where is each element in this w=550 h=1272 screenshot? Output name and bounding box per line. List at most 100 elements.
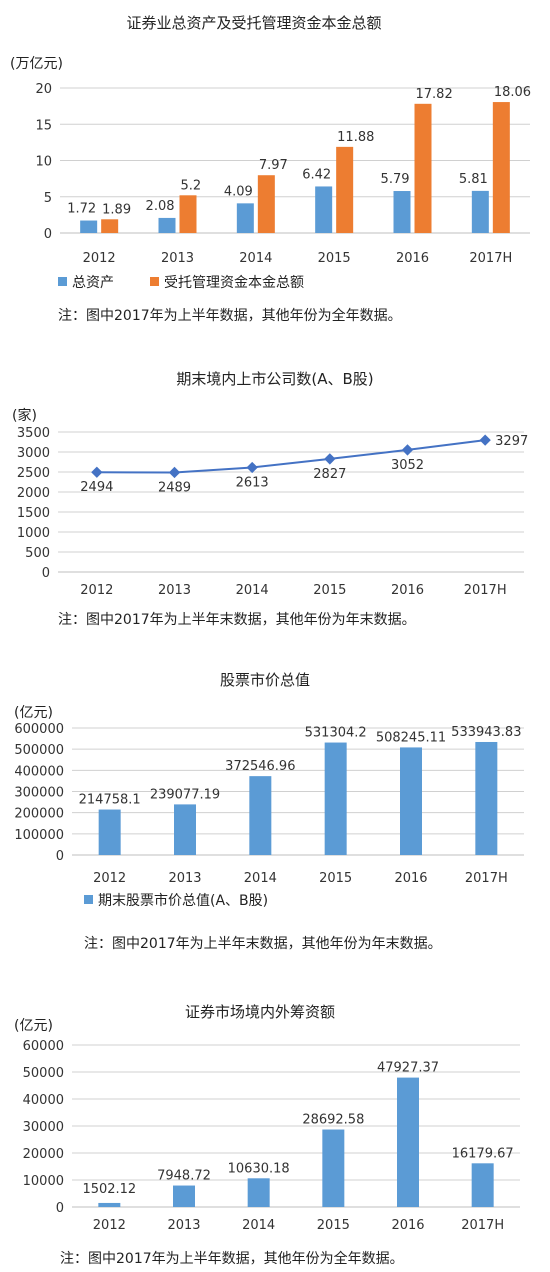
- chart-title: 证券业总资产及受托管理资金本金总额: [126, 14, 381, 32]
- bar: [257, 175, 275, 233]
- x-tick-label: 2013: [158, 583, 191, 598]
- bar: [397, 1077, 419, 1207]
- x-tick-label: 2015: [319, 871, 352, 886]
- bar: [471, 190, 489, 233]
- bar: [98, 1202, 121, 1207]
- bar: [173, 1185, 195, 1207]
- x-tick-label: 2013: [161, 251, 194, 266]
- chart-note: 注：图中2017年为上半年末数据，其他年份为年末数据。: [84, 936, 442, 952]
- plot-area: 0 5 10 15 20 2012 2013 2014 2015 2016 2017H 1.72 2.0…: [35, 82, 531, 266]
- bar: [179, 195, 197, 233]
- y-tick-label: 50000: [23, 1066, 64, 1081]
- x-tick-label: 2017H: [461, 1218, 504, 1233]
- x-tick-label: 2014: [242, 1218, 275, 1233]
- x-tick-label: 2012: [83, 251, 116, 266]
- data-label: 18.06: [494, 85, 531, 100]
- chart-note: 注：图中2017年为上半年末数据，其他年份为年末数据。: [58, 612, 416, 628]
- data-label: 11.88: [337, 130, 374, 145]
- x-tick-label: 2016: [396, 251, 429, 266]
- chart-title: 股票市价总值: [220, 671, 310, 689]
- plot-area: 0 500 1000 1500 2000 2500 3000 3500 2012 2013 2014…: [17, 426, 528, 598]
- x-tick-label: 2015: [317, 1218, 350, 1233]
- data-label: 3052: [391, 458, 424, 473]
- unit-label: (万亿元): [10, 56, 63, 72]
- legend-swatch-total-assets: [58, 277, 67, 286]
- bar: [249, 776, 272, 855]
- x-tick-label: 2016: [394, 871, 427, 886]
- y-tick-label: 600000: [14, 722, 64, 737]
- chart-note: 注：图中2017年为上半年数据，其他年份为全年数据。: [60, 1250, 404, 1267]
- plot-area: 0 100000 200000 300000 400000 500000 600000 201…: [14, 722, 524, 886]
- y-tick-label: 300000: [14, 786, 64, 801]
- x-tick-label: 2017H: [464, 583, 507, 598]
- x-tick-label: 2012: [93, 1218, 126, 1233]
- bar: [315, 186, 333, 233]
- y-tick-label: 10: [35, 155, 52, 170]
- data-label: 2827: [313, 467, 346, 482]
- data-label: 6.42: [302, 167, 331, 182]
- data-label: 2494: [80, 480, 113, 495]
- data-label: 5.2: [181, 178, 202, 193]
- bar: [393, 191, 411, 233]
- bar: [475, 741, 498, 855]
- plot-area: 0 10000 20000 30000 40000 50000 60000 2012 2013 2…: [23, 1039, 520, 1233]
- data-label: 28692.58: [302, 1113, 364, 1128]
- unit-label: (家): [12, 407, 37, 424]
- data-label: 2.08: [146, 199, 175, 214]
- x-tick-label: 2016: [391, 583, 424, 598]
- chart-listed-companies-svg: 期末境内上市公司数(A、B股) (家) 0 500 1000 1500 2000 2500…: [12, 370, 528, 628]
- unit-label: (亿元): [14, 705, 53, 721]
- chart-market-cap: 股票市价总值 (亿元) 0 100000 200000 300000 400000 500…: [0, 655, 550, 970]
- y-tick-label: 100000: [14, 828, 64, 843]
- y-tick-label: 2500: [17, 466, 50, 481]
- data-label: 16179.67: [452, 1146, 514, 1161]
- x-tick-label: 2014: [244, 871, 277, 886]
- y-tick-label: 15: [35, 118, 52, 133]
- legend-label-managed-funds: 受托管理资金本金总额: [164, 275, 304, 291]
- chart-title: 期末境内上市公司数(A、B股): [176, 370, 373, 388]
- data-label: 2613: [236, 475, 269, 490]
- x-tick-label: 2015: [318, 251, 351, 266]
- data-label: 239077.19: [150, 787, 220, 802]
- bar: [322, 1129, 345, 1207]
- chart-title: 证券市场境内外筹资额: [185, 1003, 335, 1021]
- legend-label-market-cap: 期末股票市价总值(A、B股): [98, 892, 268, 909]
- bar: [492, 102, 510, 233]
- y-tick-label: 400000: [14, 764, 64, 779]
- data-point: [168, 466, 181, 479]
- x-tick-label: 2012: [93, 871, 126, 886]
- data-point: [324, 453, 336, 465]
- chart-market-cap-svg: 股票市价总值 (亿元) 0 100000 200000 300000 400000 500…: [14, 671, 524, 952]
- x-tick-label: 2012: [80, 583, 113, 598]
- data-point: [479, 434, 491, 446]
- data-label: 5.81: [459, 172, 488, 187]
- bar: [400, 747, 422, 855]
- y-tick-label: 0: [44, 227, 52, 242]
- data-label: 3297: [495, 434, 528, 449]
- x-tick-label: 2013: [167, 1218, 200, 1233]
- y-tick-label: 20: [35, 82, 52, 97]
- bar: [101, 219, 119, 233]
- unit-label: (亿元): [14, 1018, 53, 1034]
- data-label: 1.72: [67, 202, 96, 217]
- data-point: [401, 444, 414, 456]
- data-label: 10630.18: [228, 1161, 290, 1176]
- chart-listed-companies: 期末境内上市公司数(A、B股) (家) 0 500 1000 1500 2000 2500…: [0, 350, 550, 650]
- x-tick-label: 2014: [236, 583, 269, 598]
- y-tick-label: 1500: [17, 506, 50, 521]
- x-tick-label: 2017H: [469, 251, 512, 266]
- y-tick-label: 20000: [23, 1147, 64, 1162]
- y-tick-label: 1000: [17, 526, 50, 541]
- chart-note: 注：图中2017年为上半年数据，其他年份为全年数据。: [58, 307, 402, 324]
- data-label: 1.89: [102, 202, 131, 217]
- data-label: 508245.11: [376, 730, 446, 745]
- bar: [247, 1178, 270, 1207]
- y-tick-label: 3500: [17, 426, 50, 441]
- legend: 期末股票市价总值(A、B股): [84, 892, 268, 909]
- data-label: 2489: [158, 480, 191, 495]
- bar: [174, 804, 196, 855]
- data-label: 17.82: [416, 87, 453, 102]
- x-tick-label: 2015: [313, 583, 346, 598]
- legend-swatch-managed-funds: [150, 277, 159, 286]
- bar: [98, 809, 121, 855]
